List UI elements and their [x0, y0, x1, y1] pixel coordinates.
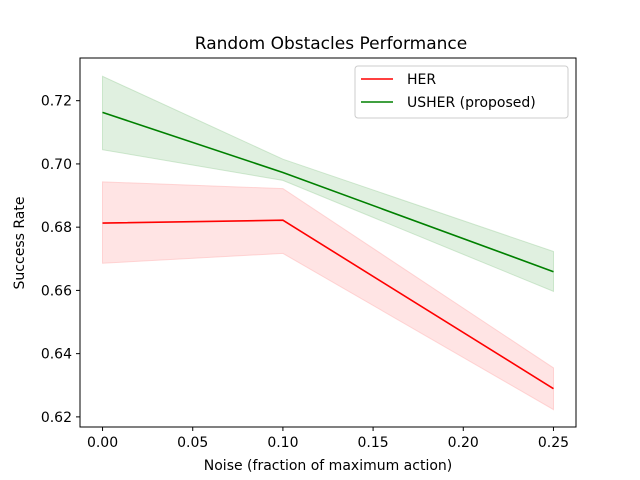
- x-tick-label: 0.20: [448, 435, 479, 451]
- y-tick-label: 0.68: [41, 220, 72, 236]
- x-tick-label: 0.00: [87, 435, 118, 451]
- legend: HER USHER (proposed): [354, 65, 569, 119]
- y-tick-label: 0.66: [41, 283, 72, 299]
- y-axis-ticks: 0.62 0.64 0.66 0.68 0.70 0.72: [41, 94, 80, 426]
- x-tick-label: 0.05: [177, 435, 208, 451]
- legend-box: [354, 65, 569, 119]
- x-tick-label: 0.10: [267, 435, 298, 451]
- x-tick-label: 0.15: [358, 435, 389, 451]
- y-axis-label: Success Rate: [12, 197, 28, 290]
- y-tick-label: 0.72: [41, 94, 72, 110]
- line-series-0: [102, 219, 554, 390]
- y-tick-label: 0.62: [41, 410, 72, 426]
- line-series-1: [102, 111, 554, 273]
- legend-label-series-1: USHER (proposed): [407, 95, 536, 111]
- band-series-0: [102, 181, 554, 411]
- series-lines: [102, 111, 554, 390]
- y-tick-label: 0.64: [41, 347, 72, 363]
- x-tick-label: 0.25: [538, 435, 569, 451]
- plot-frame: [79, 57, 577, 428]
- y-tick-label: 0.70: [41, 157, 72, 173]
- legend-label-series-0: HER: [407, 72, 436, 88]
- chart-title: Random Obstacles Performance: [195, 34, 467, 54]
- confidence-bands: [102, 75, 554, 411]
- x-axis-ticks: 0.00 0.05 0.10 0.15 0.20 0.25: [87, 427, 569, 451]
- band-series-1: [102, 75, 554, 293]
- x-axis-label: Noise (fraction of maximum action): [204, 458, 452, 474]
